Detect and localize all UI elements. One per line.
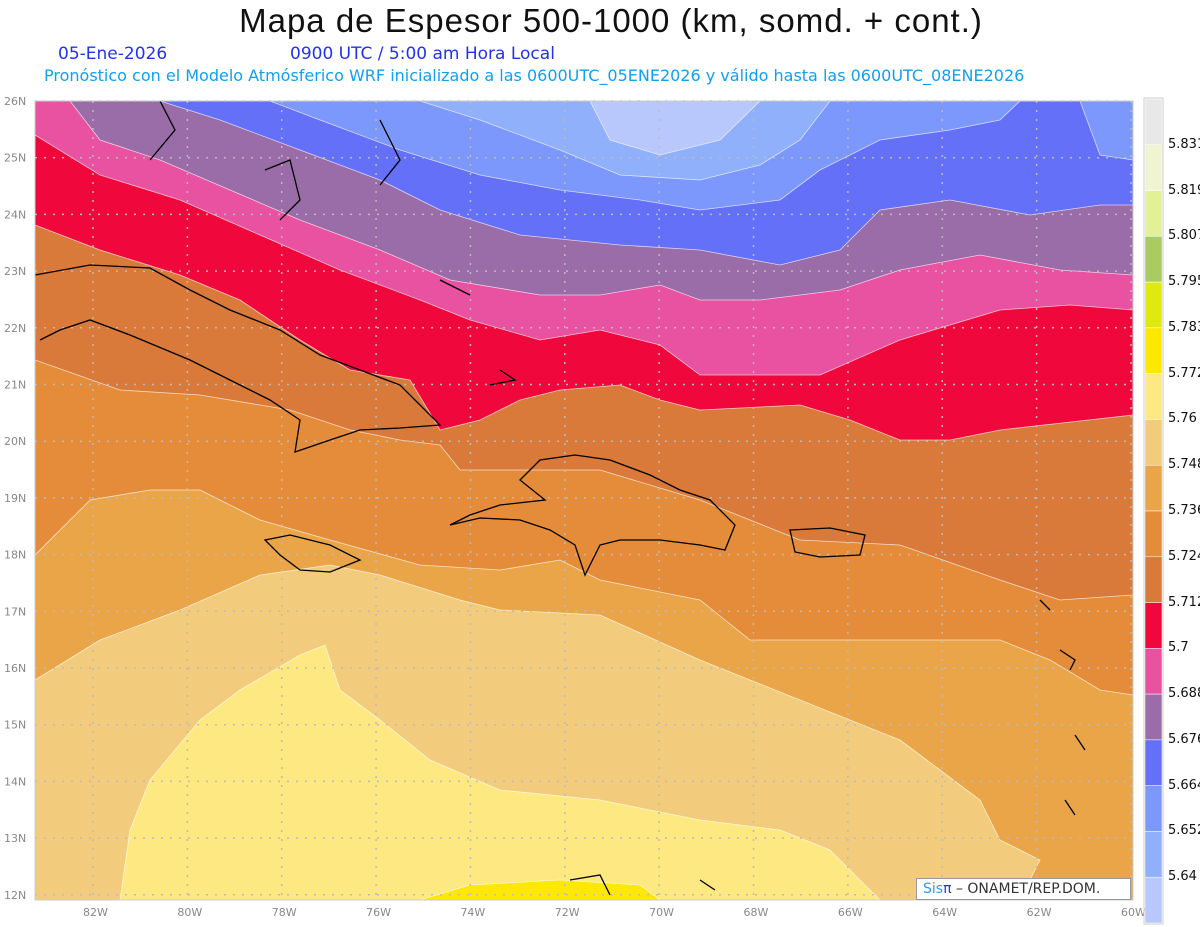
lat-label: 20N [4, 435, 26, 448]
band-lt5640 [589, 101, 761, 156]
lat-label: 13N [4, 832, 26, 845]
colorbar-label: 5.712 [1168, 594, 1200, 610]
lat-label: 26N [4, 95, 26, 108]
lat-label: 22N [4, 322, 26, 335]
map-title: Mapa de Espesor 500-1000 (km, somd. + co… [239, 2, 983, 39]
colorbar-swatch [1144, 831, 1163, 878]
lat-label: 18N [4, 549, 26, 562]
lat-label: 12N [4, 889, 26, 902]
colorbar-label: 5.7 [1168, 640, 1189, 656]
lat-label: 23N [4, 265, 26, 278]
forecast-time: 0900 UTC / 5:00 am Hora Local [290, 44, 555, 64]
lon-label: 60W [1121, 906, 1146, 919]
colorbar-label: 5.676 [1168, 731, 1200, 747]
colorbar-label: 5.76 [1168, 411, 1197, 427]
colorbar-label: 5.772 [1168, 365, 1200, 381]
model-info: Pronóstico con el Modelo Atmósferico WRF… [44, 66, 1025, 85]
lon-label: 74W [460, 906, 485, 919]
brand-sis: Sis [923, 881, 944, 897]
colorbar-swatch [1144, 281, 1163, 329]
colorbar-swatch [1144, 510, 1163, 558]
colorbar-label: 5.652 [1168, 823, 1200, 839]
lesser-antilles-coast [569, 599, 1086, 896]
colorbar-label: 5.748 [1168, 457, 1200, 473]
colorbar-swatch [1144, 98, 1163, 146]
lat-label: 19N [4, 492, 26, 505]
colorbar-swatch [1144, 327, 1163, 374]
map-frame [34, 100, 1134, 901]
colorbar-swatch [1144, 144, 1163, 191]
colorbar-label: 5.831 [1168, 136, 1200, 152]
colorbar [1143, 97, 1164, 925]
credit-box: Sisπ – ONAMET/REP.DOM. [916, 878, 1131, 900]
credit-text: – ONAMET/REP.DOM. [951, 881, 1101, 897]
colorbar-label: 5.795 [1168, 274, 1200, 290]
colorbar-swatch [1144, 236, 1163, 283]
colorbar-swatch [1144, 876, 1163, 924]
puerto-rico-coast [789, 527, 866, 558]
colorbar-swatch [1144, 419, 1163, 466]
colorbar-label: 5.783 [1168, 319, 1200, 335]
colorbar-swatch [1144, 693, 1163, 741]
lat-label: 25N [4, 152, 26, 165]
cuba-coast [35, 264, 442, 453]
coastlines [35, 101, 1086, 896]
lat-axis: 26N 25N 24N 23N 22N 21N 20N 19N 18N 17N 16N 15N 14N 1… [4, 95, 26, 902]
lon-label: 76W [366, 906, 391, 919]
colorbar-swatch [1144, 785, 1163, 832]
forecast-date: 05-Ene-2026 [58, 44, 168, 64]
colorbar-swatch [1144, 556, 1163, 603]
colorbar-swatch [1144, 739, 1163, 786]
jamaica-coast [263, 534, 362, 573]
colorbar-label: 5.664 [1168, 777, 1200, 793]
colorbar-label: 5.688 [1168, 686, 1200, 702]
colorbar-swatch [1144, 648, 1163, 695]
lon-label: 82W [83, 906, 108, 919]
lat-label: 21N [4, 379, 26, 392]
lon-label: 80W [177, 906, 202, 919]
lat-label: 16N [4, 662, 26, 675]
lon-label: 68W [744, 906, 769, 919]
lat-label: 17N [4, 605, 26, 618]
colorbar-label: 5.724 [1168, 548, 1200, 564]
lon-axis: 82W 80W 78W 76W 74W 72W 70W 68W 66W 64W 62W 60W [83, 906, 1146, 919]
colorbar-frame [1143, 97, 1164, 925]
lat-label: 14N [4, 775, 26, 788]
lon-label: 66W [838, 906, 863, 919]
lat-label: 24N [4, 208, 26, 221]
lon-label: 78W [272, 906, 297, 919]
brand-pi: π [943, 881, 952, 897]
lon-label: 62W [1027, 906, 1052, 919]
contour-fills [35, 101, 1133, 900]
colorbar-label: 5.819 [1168, 182, 1200, 198]
bahamas-coast [149, 101, 517, 386]
colorbar-swatch [1144, 602, 1163, 649]
lat-label: 15N [4, 719, 26, 732]
colorbar-swatch [1144, 464, 1163, 512]
lon-label: 70W [649, 906, 674, 919]
lon-label: 64W [932, 906, 957, 919]
colorbar-swatch [1144, 190, 1163, 237]
colorbar-label: 5.64 [1168, 869, 1197, 885]
colorbar-label: 5.807 [1168, 228, 1200, 244]
colorbar-swatch [1144, 373, 1163, 420]
hispaniola-coast [449, 454, 736, 577]
lon-label: 72W [555, 906, 580, 919]
colorbar-label: 5.736 [1168, 503, 1200, 518]
